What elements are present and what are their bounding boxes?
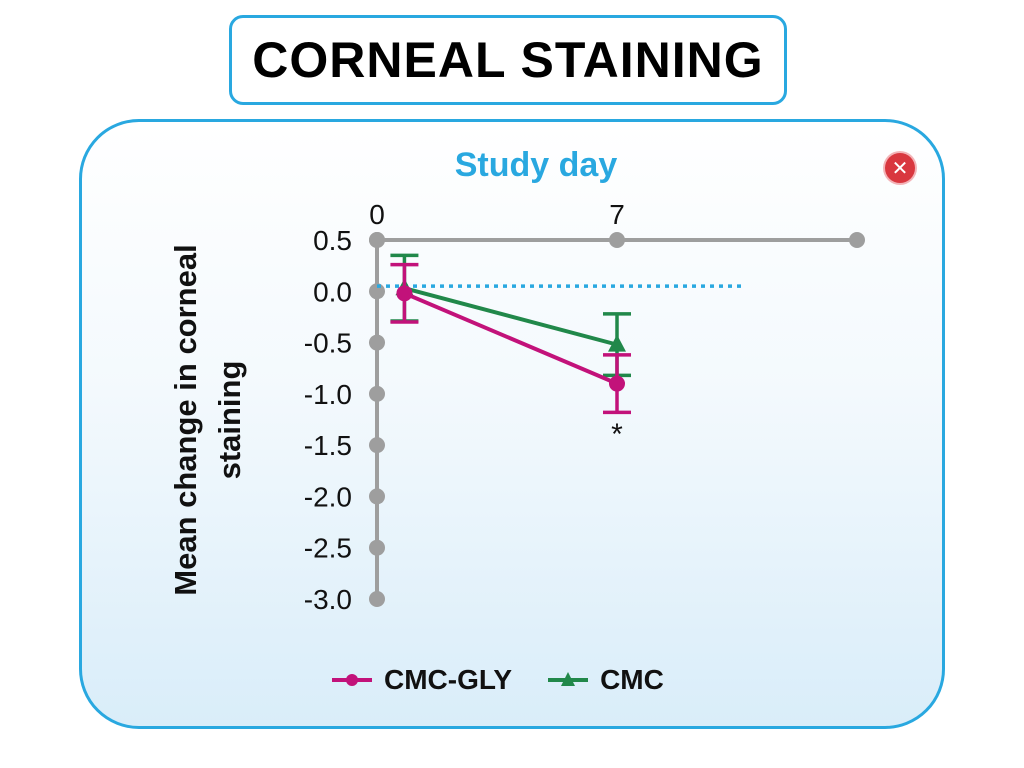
- x-tick-dot: [849, 232, 865, 248]
- legend-marker-cmc-gly-icon: [332, 674, 372, 686]
- y-tick-label: -1.0: [304, 379, 352, 410]
- x-tick-dot: [609, 232, 625, 248]
- chart-panel: [79, 119, 945, 729]
- y-tick-dot: [369, 232, 385, 248]
- legend-item-cmc: CMC: [546, 664, 664, 696]
- y-tick-label: -0.5: [304, 328, 352, 359]
- legend-marker-cmc-icon: [548, 672, 589, 686]
- close-x-icon[interactable]: ✕: [885, 153, 915, 183]
- legend-label-cmc: CMC: [600, 664, 664, 695]
- x-tick-label: 7: [609, 199, 625, 230]
- data-point-cmc-gly: [609, 375, 625, 392]
- y-tick-dot: [369, 488, 385, 505]
- y-tick-label: 0.0: [313, 276, 352, 307]
- x-axis-title: Study day: [455, 146, 618, 184]
- y-tick-label: -2.5: [304, 533, 352, 564]
- legend-label-cmc-gly: CMC-GLY: [384, 664, 513, 695]
- x-tick-label: 0: [369, 199, 385, 230]
- y-tick-label: -1.5: [304, 430, 352, 461]
- y-tick-label: -2.0: [304, 481, 352, 512]
- data-point-cmc-gly: [396, 285, 413, 302]
- y-tick-label: -3.0: [304, 584, 352, 615]
- y-tick-dot: [369, 539, 385, 556]
- significance-marker: *: [611, 418, 623, 451]
- close-glyph: ✕: [891, 156, 909, 180]
- page-title: CORNEAL STAINING: [252, 32, 764, 88]
- title-box: CORNEAL STAINING: [229, 15, 787, 105]
- data-point-cmc: [608, 334, 626, 352]
- y-tick-dot: [369, 334, 385, 351]
- y-tick-dot: [369, 385, 385, 402]
- legend: CMC-GLY CMC: [330, 660, 664, 700]
- y-tick-dot: [369, 591, 385, 607]
- y-tick-label: 0.5: [313, 225, 352, 256]
- legend-item-cmc-gly: CMC-GLY: [330, 664, 512, 696]
- y-tick-dot: [369, 437, 385, 454]
- series-line-cmc: [403, 286, 618, 347]
- y-axis-title: Mean change in corneal staining: [168, 244, 247, 595]
- series-line-cmc-gly: [403, 291, 618, 386]
